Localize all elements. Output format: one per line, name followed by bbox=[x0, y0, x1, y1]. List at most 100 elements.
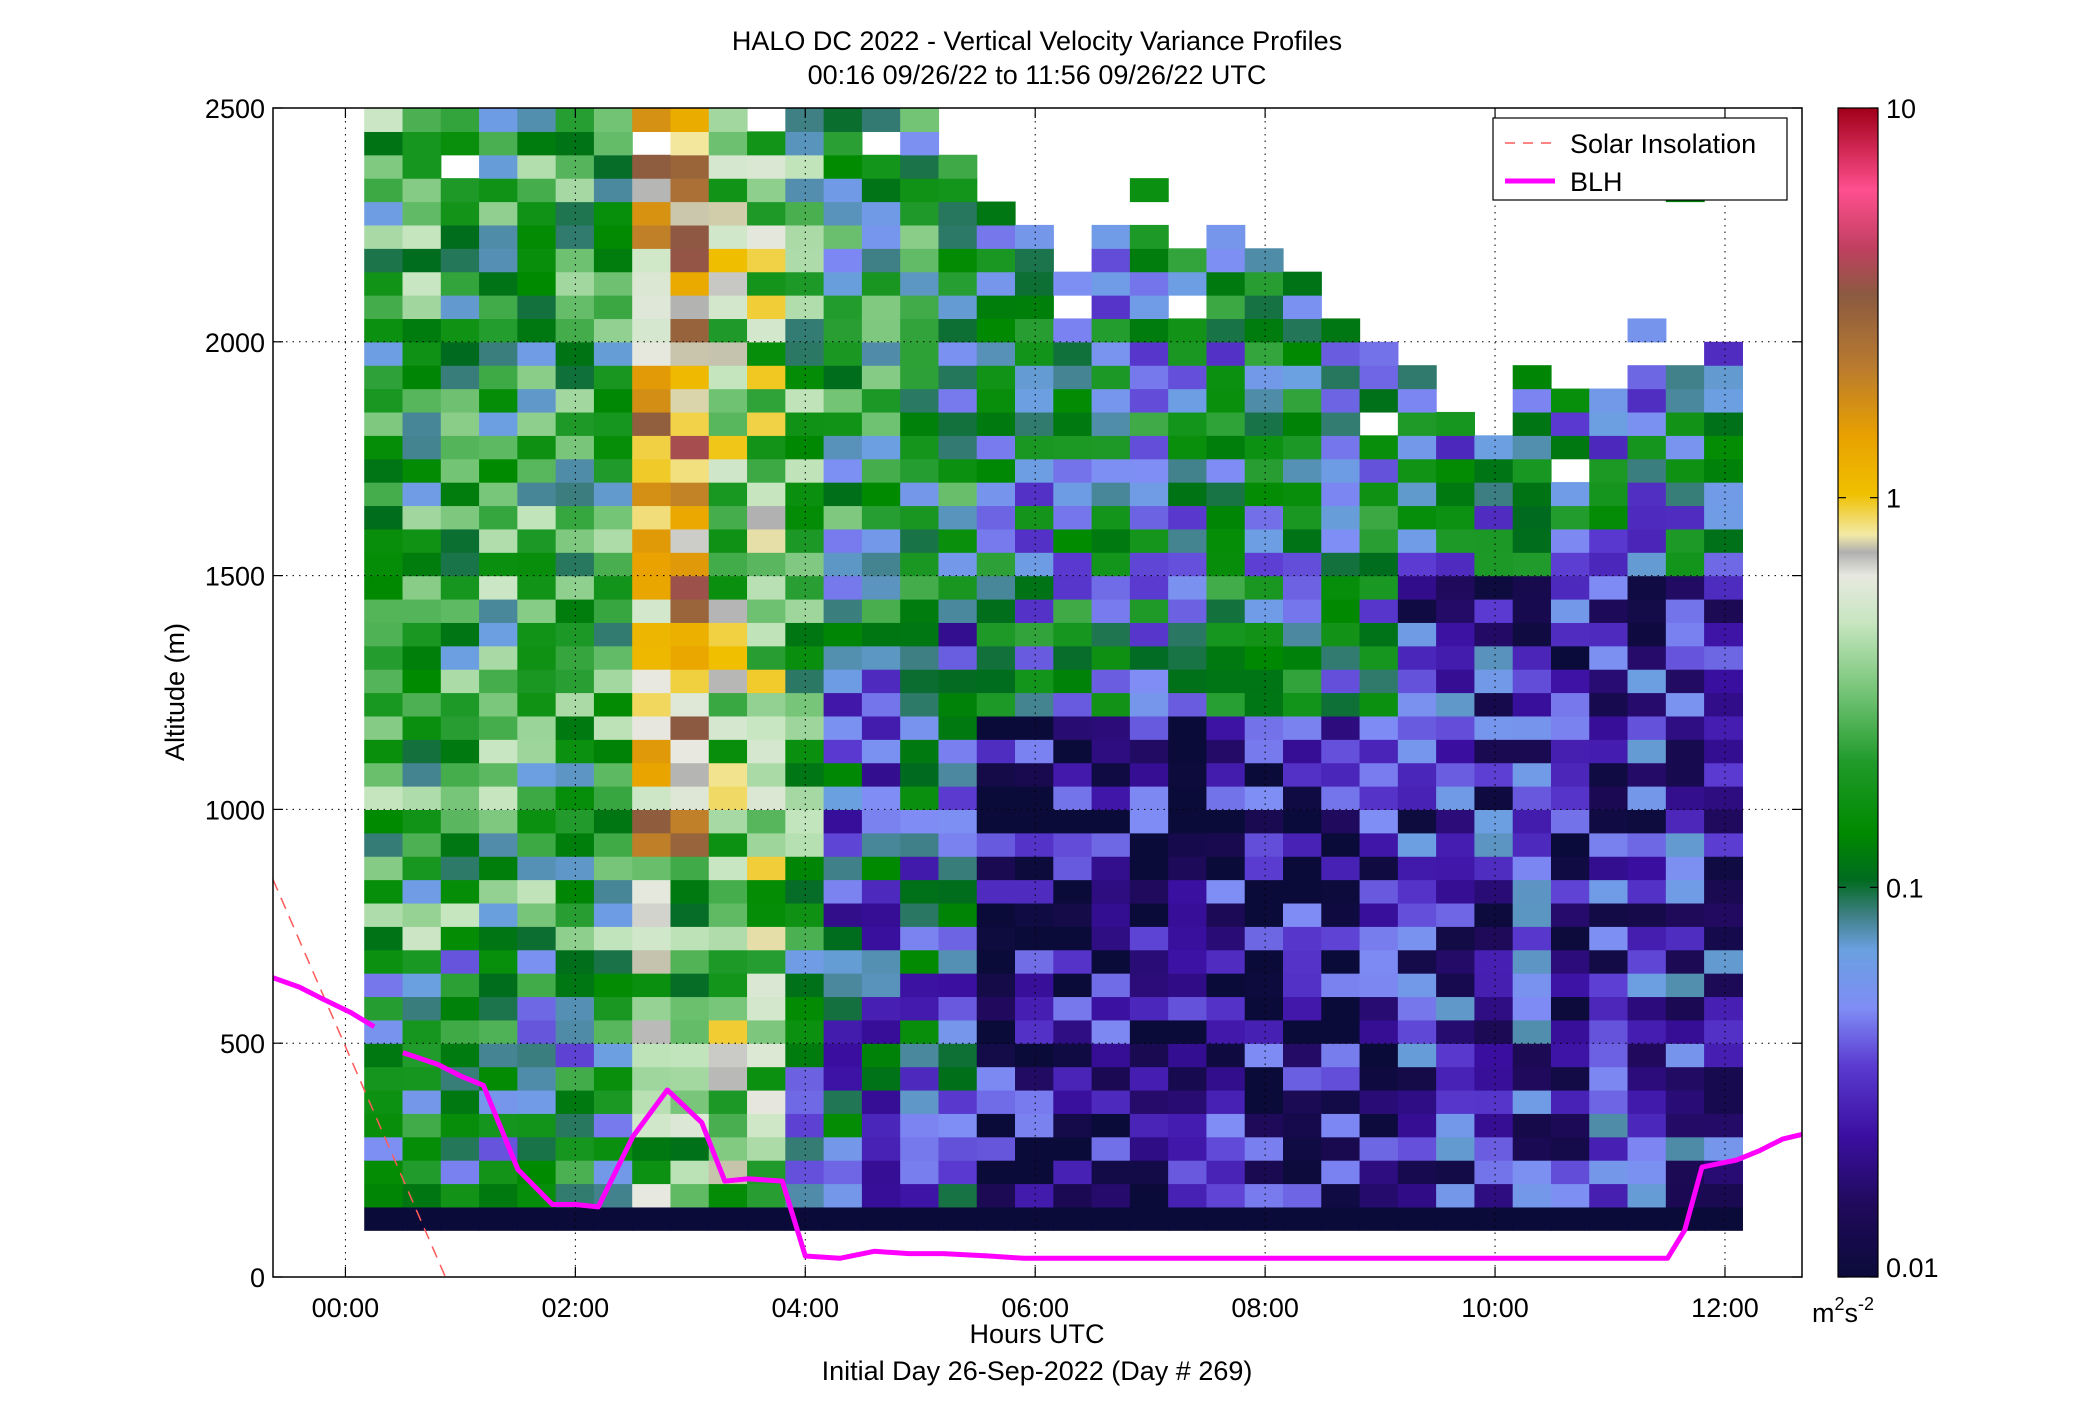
heatmap-cell bbox=[938, 739, 978, 764]
heatmap-cell bbox=[1704, 411, 1743, 436]
heatmap-cell bbox=[1704, 902, 1743, 927]
heatmap-cell bbox=[1665, 388, 1705, 413]
heatmap-cell bbox=[1244, 832, 1284, 857]
heatmap-cell bbox=[1244, 1113, 1284, 1138]
heatmap-cell bbox=[1665, 692, 1705, 717]
heatmap-cell bbox=[1091, 1066, 1131, 1091]
heatmap-cell bbox=[1129, 902, 1169, 927]
heatmap-cell bbox=[1665, 762, 1705, 787]
heatmap-cell bbox=[1397, 832, 1437, 857]
heatmap-cell bbox=[402, 575, 442, 600]
heatmap-cell bbox=[938, 762, 978, 787]
heatmap-cell bbox=[632, 739, 672, 764]
heatmap-cell bbox=[1589, 1136, 1629, 1161]
heatmap-cell bbox=[1091, 552, 1131, 577]
heatmap-cell bbox=[1474, 926, 1514, 951]
heatmap-cell bbox=[364, 1136, 404, 1161]
heatmap-cell bbox=[1053, 411, 1093, 436]
heatmap-cell bbox=[632, 201, 672, 226]
heatmap-cell bbox=[785, 645, 825, 670]
heatmap-cell bbox=[1474, 622, 1514, 647]
heatmap-cell bbox=[1627, 365, 1667, 390]
heatmap-cell bbox=[1627, 411, 1667, 436]
heatmap-cell bbox=[938, 1183, 978, 1208]
heatmap-cell bbox=[1589, 482, 1629, 507]
heatmap-cell bbox=[861, 365, 901, 390]
heatmap-cell bbox=[1704, 388, 1743, 413]
heatmap-cell bbox=[938, 178, 978, 203]
heatmap-cell bbox=[1665, 598, 1705, 623]
line-series bbox=[273, 879, 1802, 1277]
heatmap-cell bbox=[1053, 645, 1093, 670]
heatmap-cell bbox=[1091, 692, 1131, 717]
heatmap-cell bbox=[1015, 318, 1054, 343]
heatmap-cell bbox=[1129, 178, 1169, 203]
heatmap-cell bbox=[1512, 598, 1552, 623]
heatmap-cell bbox=[1283, 902, 1322, 927]
heatmap-cell bbox=[1474, 598, 1514, 623]
heatmap-cell bbox=[1015, 271, 1054, 296]
heatmap-cell bbox=[1665, 973, 1705, 998]
heatmap-cell bbox=[1091, 388, 1131, 413]
heatmap-cell bbox=[1206, 1043, 1246, 1068]
heatmap-cell bbox=[1283, 318, 1322, 343]
heatmap-cell bbox=[555, 879, 595, 904]
heatmap-cell bbox=[1550, 1043, 1590, 1068]
heatmap-cell bbox=[747, 552, 786, 577]
heatmap-cell bbox=[1015, 341, 1054, 366]
heatmap-cell bbox=[1397, 598, 1437, 623]
heatmap-cell bbox=[976, 996, 1016, 1021]
heatmap-cell bbox=[1244, 1206, 1284, 1231]
heatmap-cell bbox=[976, 809, 1016, 834]
heatmap-cell bbox=[1053, 926, 1093, 951]
heatmap-cell bbox=[364, 692, 404, 717]
heatmap-cell bbox=[900, 739, 940, 764]
heatmap-cell bbox=[1627, 739, 1667, 764]
heatmap-cell bbox=[670, 832, 710, 857]
heatmap-cell bbox=[364, 902, 404, 927]
heatmap-cell bbox=[402, 949, 442, 974]
heatmap-cell bbox=[747, 482, 786, 507]
heatmap-cell bbox=[938, 341, 978, 366]
heatmap-cell bbox=[1359, 739, 1399, 764]
heatmap-cell bbox=[861, 645, 901, 670]
heatmap-cell bbox=[785, 365, 825, 390]
heatmap-cell bbox=[1359, 973, 1399, 998]
heatmap-cell bbox=[1436, 949, 1476, 974]
heatmap-cell bbox=[632, 224, 672, 249]
heatmap-cell bbox=[440, 809, 480, 834]
heatmap-cell bbox=[708, 809, 748, 834]
heatmap-cell bbox=[1168, 996, 1208, 1021]
heatmap-cell bbox=[1244, 341, 1284, 366]
heatmap-cell bbox=[632, 1043, 672, 1068]
heatmap-cell bbox=[364, 926, 404, 951]
heatmap-cell bbox=[1321, 1136, 1361, 1161]
heatmap-cell bbox=[938, 271, 978, 296]
heatmap-cell bbox=[1665, 1113, 1705, 1138]
heatmap-cell bbox=[1206, 1113, 1246, 1138]
heatmap-cell bbox=[938, 248, 978, 273]
heatmap-cell bbox=[555, 201, 595, 226]
heatmap-cell bbox=[555, 1206, 595, 1231]
heatmap-cell bbox=[938, 598, 978, 623]
heatmap-cell bbox=[517, 902, 557, 927]
heatmap-cell bbox=[440, 1160, 480, 1185]
heatmap-cell bbox=[440, 926, 480, 951]
heatmap-cell bbox=[1589, 879, 1629, 904]
heatmap-cell bbox=[708, 154, 748, 179]
heatmap-cell bbox=[593, 201, 633, 226]
heatmap-cell bbox=[708, 1089, 748, 1114]
heatmap-cell bbox=[1129, 318, 1169, 343]
heatmap-cell bbox=[364, 528, 404, 553]
heatmap-cell bbox=[1550, 996, 1590, 1021]
heatmap-cell bbox=[364, 224, 404, 249]
heatmap-cell bbox=[1244, 365, 1284, 390]
heatmap-cell bbox=[747, 131, 786, 156]
heatmap-cell bbox=[402, 879, 442, 904]
heatmap-cell bbox=[823, 622, 863, 647]
heatmap-cell bbox=[555, 1043, 595, 1068]
heatmap-cell bbox=[1550, 435, 1590, 460]
heatmap-cell bbox=[1168, 598, 1208, 623]
heatmap-cell bbox=[1359, 692, 1399, 717]
